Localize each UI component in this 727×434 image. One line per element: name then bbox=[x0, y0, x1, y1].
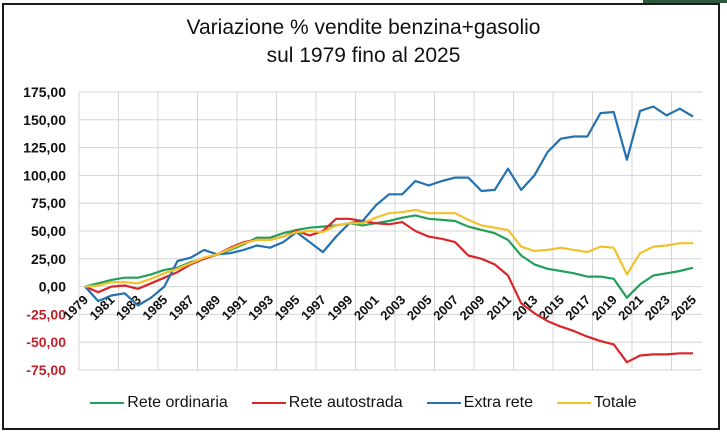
legend-label: Totale bbox=[594, 394, 637, 411]
y-tick-label: 50,00 bbox=[31, 223, 66, 239]
x-tick-label: 2011 bbox=[484, 292, 515, 323]
y-tick-label: 175,00 bbox=[23, 84, 66, 100]
legend-swatch bbox=[426, 402, 461, 404]
window-top-strip bbox=[643, 0, 727, 3]
y-tick-label: -75,00 bbox=[26, 362, 66, 378]
legend-swatch bbox=[90, 402, 125, 404]
legend-label: Rete autostrada bbox=[288, 394, 403, 411]
legend-swatch bbox=[557, 402, 591, 404]
chart-title-line-2: sul 1979 fino al 2025 bbox=[266, 44, 461, 67]
legend-item-rete-autostrada[interactable]: Rete autostrada bbox=[251, 394, 403, 412]
x-tick-label: 1997 bbox=[298, 292, 329, 323]
series-line-rete-autostrada bbox=[84, 217, 693, 364]
x-tick-label: 1981 bbox=[86, 292, 117, 323]
x-tick-label: 2025 bbox=[668, 292, 699, 323]
y-tick-label: 0,00 bbox=[39, 279, 66, 295]
legend: Rete ordinaria Rete autostrada Extra ret… bbox=[0, 394, 727, 412]
y-tick-label: 150,00 bbox=[23, 112, 66, 128]
x-tick-label: 1993 bbox=[245, 292, 276, 323]
x-tick-label: 1991 bbox=[219, 292, 250, 323]
y-axis-ticks: 175,00 150,00 125,00 100,00 75,00 50,00 25,00 0… bbox=[23, 84, 66, 378]
x-tick-label: 2021 bbox=[615, 292, 646, 323]
x-tick-label: 2015 bbox=[536, 292, 567, 323]
legend-swatch bbox=[251, 402, 286, 404]
x-tick-label: 2019 bbox=[589, 292, 620, 323]
x-tick-label: 2005 bbox=[404, 292, 435, 323]
x-tick-label: 1999 bbox=[324, 292, 355, 323]
legend-label: Rete ordinaria bbox=[127, 394, 228, 411]
y-tick-label: 100,00 bbox=[23, 167, 66, 183]
x-axis-ticks: 1979198119831985198719891991199319951997… bbox=[60, 292, 699, 323]
series-line-extra-rete bbox=[84, 105, 694, 307]
x-tick-label: 1979 bbox=[60, 292, 91, 323]
legend-label: Extra rete bbox=[463, 394, 533, 411]
chart-frame bbox=[2, 3, 720, 430]
y-tick-label: -25,00 bbox=[26, 306, 66, 322]
x-tick-label: 2023 bbox=[642, 292, 673, 323]
y-tick-label: -50,00 bbox=[26, 334, 66, 350]
legend-item-extra-rete[interactable]: Extra rete bbox=[426, 394, 533, 412]
series-lines bbox=[84, 105, 694, 364]
series-line-totale bbox=[84, 208, 693, 288]
x-tick-label: 2017 bbox=[562, 292, 593, 323]
y-tick-label: 125,00 bbox=[23, 140, 66, 156]
chart-title-line-1: Variazione % vendite benzina+gasolio bbox=[186, 16, 541, 39]
x-tick-label: 1989 bbox=[192, 292, 223, 323]
x-tick-label: 1987 bbox=[166, 292, 197, 323]
x-tick-label: 2003 bbox=[377, 292, 408, 323]
series-line-rete-ordinaria bbox=[84, 214, 694, 299]
x-tick-label: 2009 bbox=[457, 292, 488, 323]
y-tick-label: 25,00 bbox=[31, 251, 66, 267]
legend-item-rete-ordinaria[interactable]: Rete ordinaria bbox=[90, 394, 228, 412]
y-tick-label: 75,00 bbox=[31, 195, 66, 211]
x-tick-label: 1985 bbox=[139, 292, 170, 323]
x-tick-label: 2013 bbox=[509, 292, 540, 323]
grid-lines bbox=[78, 91, 702, 371]
legend-item-totale[interactable]: Totale bbox=[557, 394, 637, 412]
